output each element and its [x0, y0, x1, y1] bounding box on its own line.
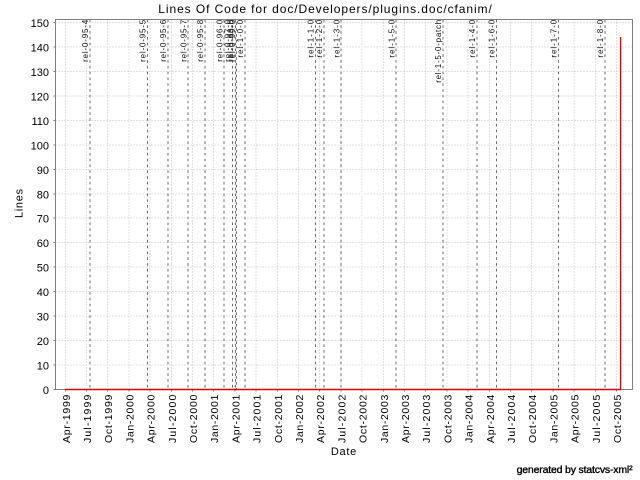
svg-text:Oct-2001: Oct-2001	[273, 394, 285, 443]
svg-text:Oct-2005: Oct-2005	[612, 394, 624, 443]
svg-text:60: 60	[37, 238, 49, 250]
svg-text:Apr-2003: Apr-2003	[400, 394, 412, 443]
svg-text:Jan-2002: Jan-2002	[294, 394, 306, 443]
svg-text:10: 10	[37, 361, 49, 373]
svg-text:rel-0-99-0: rel-0-99-0	[228, 19, 237, 62]
svg-text:Apr-2004: Apr-2004	[485, 394, 497, 443]
svg-text:30: 30	[37, 312, 49, 324]
svg-text:Apr-2001: Apr-2001	[230, 394, 242, 443]
svg-text:Jul-1999: Jul-1999	[82, 394, 94, 443]
svg-text:rel-0-95-7: rel-0-95-7	[179, 19, 188, 62]
svg-text:rel-0-95-4: rel-0-95-4	[81, 19, 90, 62]
svg-text:Jul-2004: Jul-2004	[506, 394, 518, 443]
svg-text:120: 120	[31, 91, 49, 103]
svg-text:80: 80	[37, 189, 49, 201]
svg-text:150: 150	[31, 18, 49, 30]
svg-text:Oct-2002: Oct-2002	[358, 394, 370, 443]
svg-text:generated by statcvs-xml²: generated by statcvs-xml²	[517, 464, 634, 476]
svg-text:20: 20	[37, 336, 49, 348]
svg-text:Apr-2000: Apr-2000	[146, 394, 158, 443]
svg-text:Oct-2003: Oct-2003	[442, 394, 454, 443]
svg-text:Jul-2003: Jul-2003	[421, 394, 433, 443]
svg-text:rel-0-95-5: rel-0-95-5	[139, 19, 148, 62]
svg-text:Jan-2004: Jan-2004	[464, 394, 476, 443]
svg-text:Oct-2000: Oct-2000	[188, 394, 200, 443]
svg-text:rel-1-3-0: rel-1-3-0	[332, 19, 341, 57]
svg-text:50: 50	[37, 263, 49, 275]
svg-text:rel-0-95-6: rel-0-95-6	[159, 19, 168, 62]
svg-text:rel-0-96-0: rel-0-96-0	[215, 19, 224, 62]
svg-text:Jul-2000: Jul-2000	[167, 394, 179, 443]
svg-text:130: 130	[31, 67, 49, 79]
svg-text:Lines: Lines	[13, 189, 25, 219]
svg-text:rel-1-1-0: rel-1-1-0	[307, 19, 316, 57]
svg-text:Oct-1999: Oct-1999	[103, 394, 115, 443]
svg-text:Jan-2003: Jan-2003	[379, 394, 391, 443]
svg-text:Jul-2005: Jul-2005	[591, 394, 603, 443]
svg-text:rel-1-7-0: rel-1-7-0	[550, 19, 559, 57]
svg-text:Jan-2005: Jan-2005	[548, 394, 560, 443]
svg-text:rel-1-5-0: rel-1-5-0	[387, 19, 396, 57]
svg-text:110: 110	[31, 116, 49, 128]
svg-text:rel-1-2-0: rel-1-2-0	[315, 19, 324, 57]
svg-text:Apr-2005: Apr-2005	[570, 394, 582, 443]
svg-text:0: 0	[43, 385, 49, 397]
svg-text:100: 100	[31, 140, 49, 152]
svg-text:rel-1-6-0: rel-1-6-0	[488, 19, 497, 57]
svg-text:rel-1-8-0: rel-1-8-0	[596, 19, 605, 57]
svg-text:Jan-2000: Jan-2000	[124, 394, 136, 443]
svg-text:rel-1-0-0: rel-1-0-0	[236, 19, 245, 57]
svg-text:Jan-2001: Jan-2001	[209, 394, 221, 443]
svg-text:Jul-2001: Jul-2001	[252, 394, 264, 443]
svg-text:Jul-2002: Jul-2002	[336, 394, 348, 443]
svg-text:40: 40	[37, 287, 49, 299]
svg-text:Apr-1999: Apr-1999	[61, 394, 73, 443]
svg-text:70: 70	[37, 214, 49, 226]
svg-text:rel-0-95-8: rel-0-95-8	[196, 19, 205, 62]
svg-text:Apr-2002: Apr-2002	[315, 394, 327, 443]
svg-text:Lines Of Code for doc/Develope: Lines Of Code for doc/Developers/plugins…	[158, 2, 492, 16]
svg-text:rel-1-5-0-patch: rel-1-5-0-patch	[434, 20, 443, 83]
svg-text:rel-0-98-0: rel-0-98-0	[227, 19, 236, 62]
svg-text:140: 140	[31, 43, 49, 55]
svg-text:rel-1-4-0: rel-1-4-0	[468, 19, 477, 57]
svg-text:Date: Date	[331, 446, 356, 458]
svg-text:Oct-2004: Oct-2004	[527, 394, 539, 443]
svg-text:90: 90	[37, 165, 49, 177]
svg-text:rel-0-97-0: rel-0-97-0	[224, 19, 233, 62]
